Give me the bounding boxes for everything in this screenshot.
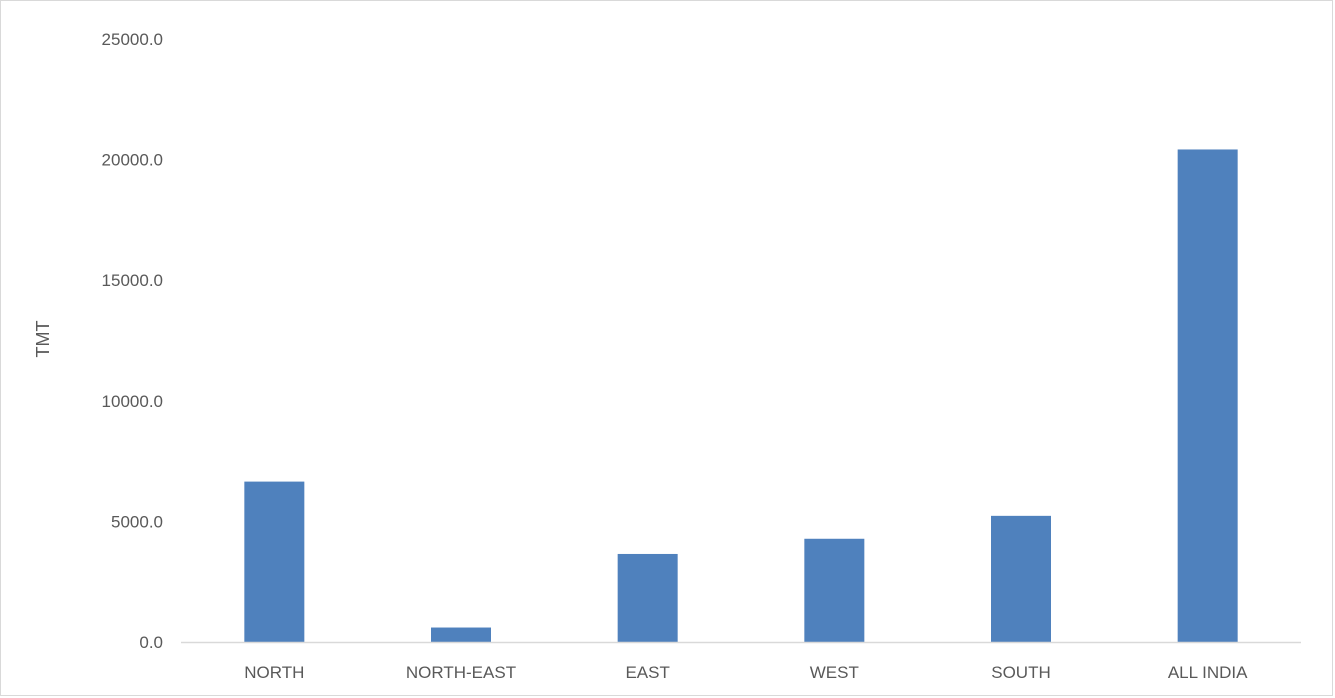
bars: [244, 149, 1238, 642]
x-axis-ticks: NORTH NORTH-EAST EAST WEST SOUTH ALL INDIA: [244, 663, 1248, 682]
y-tick-label: 10000.0: [102, 392, 163, 411]
y-tick-label: 25000.0: [102, 30, 163, 49]
bar-south: [991, 515, 1051, 642]
y-tick-label: 0.0: [139, 633, 163, 652]
y-tick-label: 20000.0: [102, 151, 163, 170]
bar-north-east: [431, 627, 491, 642]
x-tick-label: EAST: [625, 663, 669, 682]
y-axis-title: TMT: [33, 321, 53, 358]
y-tick-label: 5000.0: [111, 512, 163, 531]
bar-all-india: [1177, 149, 1238, 642]
bar-north: [244, 481, 305, 642]
x-tick-label: NORTH-EAST: [406, 663, 516, 682]
bar-west: [804, 538, 865, 642]
bar-east: [617, 553, 678, 642]
x-tick-label: NORTH: [244, 663, 304, 682]
x-tick-label: ALL INDIA: [1168, 663, 1248, 682]
y-axis-ticks: 0.0 5000.0 10000.0 15000.0 20000.0 25000.0: [102, 30, 163, 652]
x-tick-label: WEST: [810, 663, 859, 682]
y-tick-label: 15000.0: [102, 271, 163, 290]
x-tick-label: SOUTH: [991, 663, 1051, 682]
